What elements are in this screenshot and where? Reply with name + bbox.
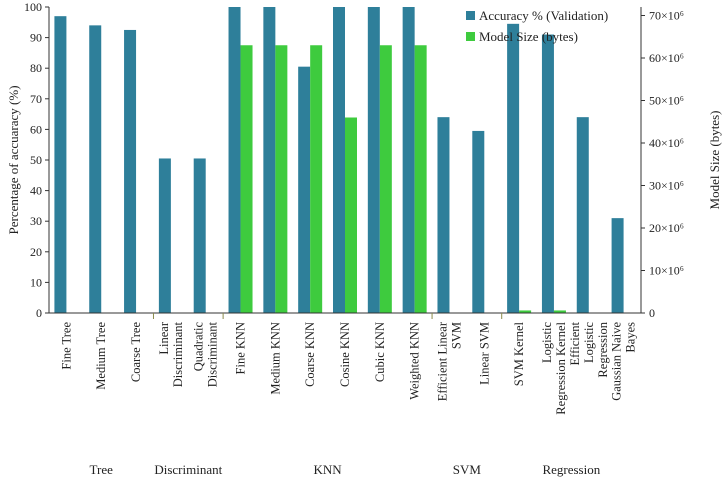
- bar-accuracy-weighted-knn: [402, 7, 415, 313]
- y-tick-label-left: 80: [30, 61, 42, 75]
- y-tick-label-right: 50×10⁶: [649, 94, 684, 108]
- group-label-svm: SVM: [453, 462, 482, 477]
- bar-model-size-coarse-knn: [310, 45, 323, 313]
- bar-model-size-fine-knn: [240, 45, 253, 313]
- group-label-discriminant: Discriminant: [154, 462, 222, 477]
- axes-layer: [45, 6, 645, 319]
- y-tick-label-right: 20×10⁶: [649, 221, 684, 235]
- bar-accuracy-efficient-linear-svm: [437, 117, 450, 313]
- x-category-label: Logistic: [540, 322, 554, 363]
- x-category-label: Bayes: [624, 322, 638, 353]
- bar-accuracy-linear-discriminant: [158, 158, 171, 313]
- y-tick-label-right: 40×10⁶: [649, 136, 684, 150]
- x-category-label: Regression: [596, 321, 610, 377]
- x-category-label: Cubic KNN: [373, 322, 387, 382]
- x-category-label: Medium Tree: [94, 322, 108, 390]
- x-category-label: Efficient Linear: [435, 321, 449, 401]
- y-tick-label-left: 70: [30, 92, 42, 106]
- legend-swatch-accuracy-validation: [466, 11, 475, 20]
- bar-accuracy-medium-knn: [263, 7, 276, 313]
- y-tick-label-left: 100: [24, 0, 42, 14]
- y-tick-label-left: 90: [30, 31, 42, 45]
- bar-accuracy-fine-knn: [228, 7, 241, 313]
- y-tick-label-right: 30×10⁶: [649, 179, 684, 193]
- y-tick-label-left: 10: [30, 275, 42, 289]
- x-category-label: Quadratic: [192, 322, 206, 372]
- y-tick-label-left: 20: [30, 245, 42, 259]
- x-category-label: Linear SVM: [477, 322, 491, 385]
- x-category-label: Efficient: [568, 321, 582, 365]
- y-tick-label-right: 60×10⁶: [649, 51, 684, 65]
- bar-model-size-logistic-regression-kernel: [553, 310, 566, 313]
- x-category-label: SVM: [449, 322, 463, 349]
- y-axis-title-right: Model Size (bytes): [707, 111, 722, 210]
- bar-accuracy-medium-tree: [89, 25, 102, 314]
- x-category-label: Regression Kernel: [554, 321, 568, 414]
- x-category-label: Linear: [157, 321, 171, 354]
- group-label-knn: KNN: [314, 462, 343, 477]
- y-tick-label-left: 0: [36, 306, 42, 320]
- bar-model-size-cosine-knn: [345, 117, 357, 313]
- bar-accuracy-coarse-knn: [298, 66, 311, 313]
- group-label-regression: Regression: [542, 462, 600, 477]
- bar-accuracy-cosine-knn: [333, 7, 345, 313]
- bar-accuracy-gaussian-naive-bayes: [611, 218, 624, 313]
- bar-accuracy-cubic-knn: [367, 7, 380, 313]
- bar-accuracy-logistic-regression-kernel: [541, 34, 554, 313]
- x-category-label: Fine Tree: [59, 322, 73, 370]
- bar-model-size-medium-knn: [275, 45, 288, 313]
- y-tick-label-left: 40: [30, 184, 42, 198]
- x-category-label: Cosine KNN: [338, 322, 352, 387]
- x-category-label: Coarse KNN: [303, 322, 317, 387]
- bar-accuracy-fine-tree: [54, 16, 67, 314]
- y-axis-title-left: Percentage of accuaracy (%): [6, 85, 21, 234]
- legend-swatch-model-size-bytes: [466, 32, 475, 41]
- bar-model-size-weighted-knn: [414, 45, 427, 313]
- y-tick-label-left: 30: [30, 214, 42, 228]
- bar-accuracy-coarse-tree: [124, 29, 137, 313]
- bar-accuracy-linear-svm: [472, 130, 485, 313]
- labels-layer: 0 10 20 30 40 50 60 70 80 90 100 0 10×10⁶ 20×10⁶ 30×10…: [6, 0, 722, 477]
- bar-model-size-svm-kernel: [519, 310, 532, 313]
- bar-accuracy-efficient-logistic-regression: [576, 117, 589, 313]
- bar-model-size-cubic-knn: [379, 45, 392, 313]
- x-category-label: SVM Kernel: [512, 321, 526, 386]
- x-category-label: Discriminant: [171, 321, 185, 387]
- bar-accuracy-svm-kernel: [507, 23, 520, 314]
- bar-accuracy-quadratic-discriminant: [193, 158, 206, 313]
- y-tick-label-left: 50: [30, 153, 42, 167]
- y-tick-label-right: 70×10⁶: [649, 9, 684, 23]
- legend-label-accuracy-validation: Accuracy % (Validation): [479, 8, 608, 23]
- x-category-label: Weighted KNN: [408, 322, 422, 400]
- y-tick-label-right: 10×10⁶: [649, 264, 684, 278]
- legend-label-model-size-bytes: Model Size (bytes): [479, 29, 578, 44]
- x-category-label: Coarse Tree: [129, 322, 143, 383]
- y-tick-label-left: 60: [30, 122, 42, 136]
- x-category-label: Fine KNN: [234, 322, 248, 374]
- y-tick-label-right: 0: [649, 306, 655, 320]
- x-category-label: Discriminant: [206, 321, 220, 387]
- x-category-label: Medium KNN: [268, 322, 282, 395]
- group-label-tree: Tree: [90, 462, 114, 477]
- legend: Accuracy % (Validation) Model Size (bytes…: [466, 8, 608, 44]
- x-category-label: Logistic: [582, 322, 596, 363]
- x-category-label: Gaussian Naive: [610, 322, 624, 401]
- bars-layer: [54, 7, 624, 314]
